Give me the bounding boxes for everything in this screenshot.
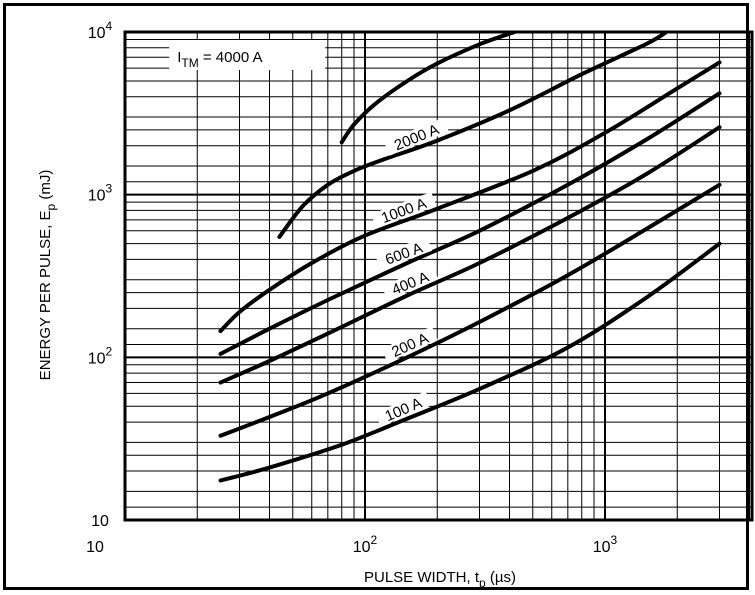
series-label-bg	[383, 117, 449, 156]
series-line-0	[339, 32, 517, 145]
series-label-group-6: 100 A	[374, 391, 432, 427]
series-label-0: ITM = 4000 A	[177, 49, 262, 70]
y-tick-label-1: 103	[88, 182, 113, 205]
series-label-group-2: 1000 A	[371, 192, 437, 229]
series-label-group-5: 200 A	[381, 326, 438, 363]
y-tick-label-2: 102	[88, 344, 113, 367]
x-tick-label-1: 102	[353, 533, 378, 556]
series-label-bg	[381, 326, 438, 363]
series-line-6	[218, 241, 722, 483]
x-tick-label-0: 10	[86, 539, 104, 556]
y-tick-label-3: 10	[91, 513, 109, 530]
chart-frame	[3, 3, 749, 590]
chart-grid	[123, 30, 754, 522]
x-axis-label: PULSE WIDTH, tp (µs)	[364, 569, 516, 590]
x-tick-label-2: 103	[593, 533, 618, 556]
y-tick-label-0: 104	[88, 19, 113, 42]
series-line-1	[277, 32, 669, 239]
series-label-bg	[381, 265, 439, 301]
y-axis-label: ENERGY PER PULSE, Ep (mJ)	[37, 170, 58, 381]
series-label-group-0: ITM = 4000 A	[169, 40, 326, 70]
axis-ticks: 10 102 103 104 103 102 10	[86, 19, 617, 556]
plot-border	[123, 30, 754, 522]
series-line-5	[218, 182, 722, 438]
series-line-2	[218, 60, 722, 334]
series-label-bg	[169, 40, 326, 70]
series-label-bg	[374, 391, 432, 427]
series-line-4	[218, 125, 722, 385]
series-label-bg	[371, 192, 437, 229]
series-line-3	[218, 91, 722, 356]
chart-curves	[218, 32, 722, 483]
series-label-bg	[375, 236, 433, 270]
